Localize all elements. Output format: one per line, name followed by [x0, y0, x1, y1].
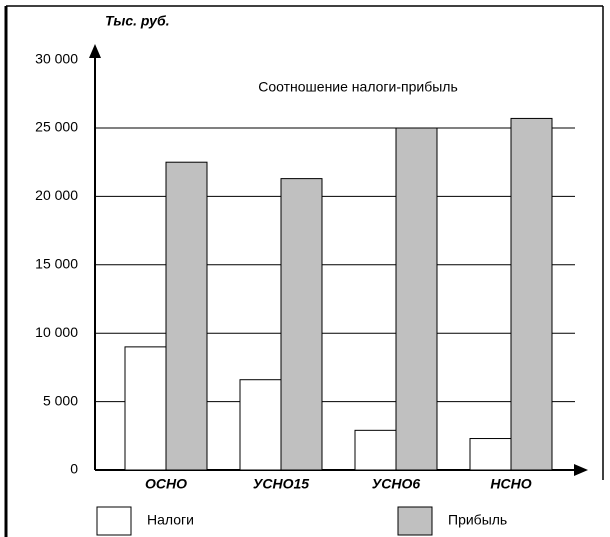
bar: [354, 429, 397, 471]
legend-swatch: [397, 506, 433, 536]
bar: [165, 161, 208, 471]
y-tick-label: 20 000: [35, 187, 78, 203]
y-tick-label: 0: [70, 461, 78, 477]
bar: [469, 438, 512, 471]
legend-swatch: [96, 506, 132, 536]
bar: [395, 127, 438, 471]
y-axis-label: Тыс. руб.: [105, 13, 170, 29]
x-tick-label: УСНО15: [253, 476, 309, 492]
x-tick-label: УСНО6: [372, 476, 421, 492]
y-tick-label: 25 000: [35, 119, 78, 135]
bar: [280, 178, 323, 471]
bar: [124, 346, 167, 471]
chart-title: Соотношение налоги-прибыль: [258, 79, 458, 95]
x-tick-label: НСНО: [490, 476, 531, 492]
legend-label: Налоги: [147, 512, 194, 528]
y-tick-label: 15 000: [35, 256, 78, 272]
y-axis-arrow: [89, 44, 101, 58]
bar: [510, 117, 553, 471]
y-tick-label: 5 000: [43, 392, 78, 408]
x-tick-label: ОСНО: [145, 476, 187, 492]
x-axis-arrow: [574, 464, 588, 476]
y-tick-label: 10 000: [35, 324, 78, 340]
y-tick-label: 30 000: [35, 50, 78, 66]
bar: [239, 379, 282, 471]
legend-label: Прибыль: [448, 512, 507, 528]
